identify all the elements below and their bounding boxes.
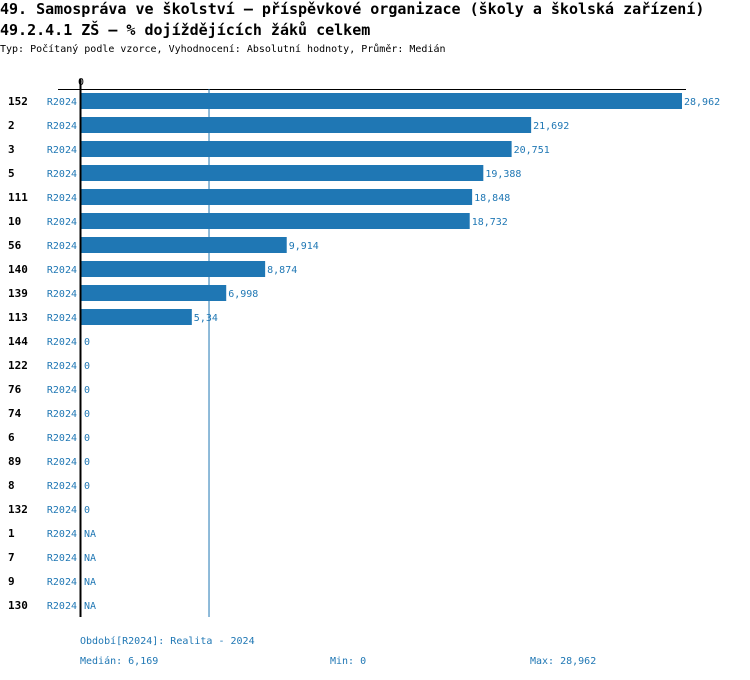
category-label: 10 — [8, 215, 21, 228]
value-label: 19,388 — [485, 169, 521, 180]
category-label: 144 — [8, 335, 28, 348]
value-label: 0 — [84, 457, 90, 468]
value-label: 18,732 — [472, 217, 508, 228]
value-label: 9,914 — [289, 241, 319, 252]
value-label: 6,998 — [228, 289, 258, 300]
value-label: 0 — [84, 337, 90, 348]
series-label: R2024 — [47, 241, 77, 252]
footer-period: Období[R2024]: Realita - 2024 — [80, 636, 255, 647]
bar — [81, 117, 532, 133]
bar — [81, 189, 473, 205]
series-label: R2024 — [47, 145, 77, 156]
value-label: NA — [84, 553, 96, 564]
category-label: 74 — [8, 407, 22, 420]
chart-type-info: Typ: Počítaný podle vzorce, Vyhodnocení:… — [0, 44, 446, 55]
series-label: R2024 — [47, 217, 77, 228]
category-label: 8 — [8, 479, 15, 492]
value-label: 0 — [84, 433, 90, 444]
value-label: 0 — [84, 481, 90, 492]
bar — [81, 285, 227, 301]
category-label: 111 — [8, 191, 28, 204]
series-label: R2024 — [47, 385, 77, 396]
series-label: R2024 — [47, 457, 77, 468]
footer-median: Medián: 6,169 — [80, 656, 159, 667]
value-label: 0 — [84, 361, 90, 372]
category-label: 7 — [8, 551, 15, 564]
series-label: R2024 — [47, 313, 77, 324]
bar — [81, 141, 512, 157]
series-label: R2024 — [47, 121, 77, 132]
footer-max: Max: 28,962 — [530, 656, 597, 667]
value-label: NA — [84, 601, 96, 612]
category-label: 152 — [8, 95, 28, 108]
value-label: 28,962 — [684, 97, 720, 108]
value-label: 8,874 — [267, 265, 297, 276]
category-label: 130 — [8, 599, 28, 612]
series-label: R2024 — [47, 481, 77, 492]
category-label: 56 — [8, 239, 22, 252]
series-label: R2024 — [47, 193, 77, 204]
category-label: 76 — [8, 383, 22, 396]
value-label: 20,751 — [514, 145, 550, 156]
value-label: 0 — [84, 409, 90, 420]
series-label: R2024 — [47, 289, 77, 300]
bar — [81, 93, 682, 109]
value-label: NA — [84, 577, 96, 588]
value-label: 5,34 — [194, 313, 218, 324]
value-label: 21,692 — [533, 121, 569, 132]
category-label: 89 — [8, 455, 21, 468]
bar — [81, 165, 484, 181]
footer-min: Min: 0 — [330, 656, 367, 667]
chart-subtitle-title: 49.2.4.1 ZŠ – % dojíždějících žáků celke… — [0, 21, 371, 39]
chart-title: 49. Samospráva ve školství – příspěvkové… — [0, 0, 705, 18]
bar — [81, 309, 192, 325]
category-label: 3 — [8, 143, 15, 156]
category-label: 6 — [8, 431, 15, 444]
value-label: 0 — [84, 505, 90, 516]
bar — [81, 237, 287, 253]
series-label: R2024 — [47, 601, 77, 612]
value-label: 18,848 — [474, 193, 510, 204]
category-label: 5 — [8, 167, 15, 180]
category-label: 9 — [8, 575, 15, 588]
category-label: 139 — [8, 287, 28, 300]
series-label: R2024 — [47, 97, 77, 108]
value-label: NA — [84, 529, 96, 540]
series-label: R2024 — [47, 265, 77, 276]
category-label: 122 — [8, 359, 28, 372]
series-label: R2024 — [47, 577, 77, 588]
series-label: R2024 — [47, 433, 77, 444]
value-label: 0 — [84, 385, 90, 396]
category-label: 113 — [8, 311, 28, 324]
category-label: 132 — [8, 503, 28, 516]
series-label: R2024 — [47, 169, 77, 180]
series-label: R2024 — [47, 529, 77, 540]
category-label: 1 — [8, 527, 15, 540]
bar — [81, 213, 470, 229]
series-label: R2024 — [47, 553, 77, 564]
series-label: R2024 — [47, 409, 77, 420]
series-label: R2024 — [47, 505, 77, 516]
bar — [81, 261, 266, 277]
series-label: R2024 — [47, 361, 77, 372]
category-label: 2 — [8, 119, 15, 132]
bar-chart: 0 152 R2024 28,962 2 R2024 21,692 3 R2024 20,751 5… — [8, 77, 720, 617]
series-label: R2024 — [47, 337, 77, 348]
category-label: 140 — [8, 263, 28, 276]
